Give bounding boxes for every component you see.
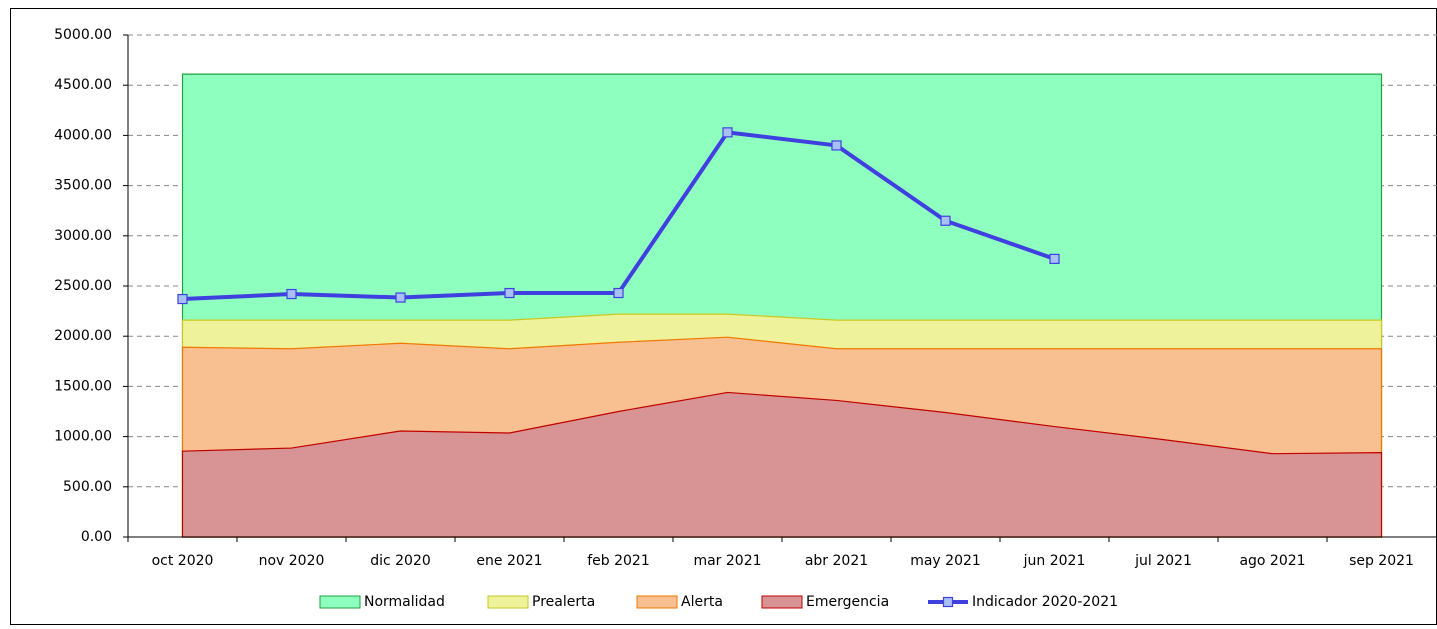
marker: [940, 215, 951, 226]
marker: [1049, 253, 1060, 264]
marker: [722, 127, 733, 138]
x-tick-label: ene 2021: [476, 553, 542, 569]
marker: [831, 140, 842, 151]
y-tick-label: 5000.00: [54, 27, 112, 43]
y-tick-label: 1500.00: [54, 378, 112, 394]
x-tick-label: jul 2021: [1134, 553, 1192, 569]
y-tick-label: 2500.00: [54, 278, 112, 294]
y-tick-label: 500.00: [63, 479, 112, 495]
legend-label: Emergencia: [806, 594, 889, 610]
legend-swatch: [761, 595, 803, 609]
marker: [504, 287, 515, 299]
marker: [613, 287, 624, 299]
legend-label: Normalidad: [364, 594, 445, 610]
x-tick-label: oct 2020: [152, 553, 214, 569]
x-tick-label: sep 2021: [1349, 553, 1414, 569]
legend-swatch: [636, 595, 678, 609]
y-tick-label: 1000.00: [54, 429, 112, 445]
y-tick-label: 4000.00: [54, 127, 112, 143]
x-tick-label: ago 2021: [1239, 553, 1305, 569]
marker: [286, 288, 297, 300]
x-tick-label: abr 2021: [805, 553, 868, 569]
marker: [177, 293, 188, 305]
y-tick-label: 3500.00: [54, 178, 112, 194]
legend-swatch: [487, 595, 529, 609]
x-tick-label: jun 2021: [1023, 553, 1086, 569]
y-tick-label: 4500.00: [54, 77, 112, 93]
legend-marker: [942, 596, 954, 608]
marker: [395, 292, 406, 303]
x-tick-label: may 2021: [910, 553, 981, 569]
y-tick-label: 2000.00: [54, 328, 112, 344]
area: [181, 391, 1383, 538]
legend-label: Prealerta: [532, 594, 595, 610]
x-tick-label: dic 2020: [370, 553, 431, 569]
legend-swatch: [319, 595, 361, 609]
x-tick-label: mar 2021: [693, 553, 761, 569]
y-tick-label: 0.00: [81, 529, 112, 545]
x-tick-label: feb 2021: [587, 553, 650, 569]
x-tick-label: nov 2020: [259, 553, 325, 569]
legend-label: Indicador 2020-2021: [972, 594, 1118, 610]
y-tick-label: 3000.00: [54, 228, 112, 244]
legend-label: Alerta: [681, 594, 723, 610]
